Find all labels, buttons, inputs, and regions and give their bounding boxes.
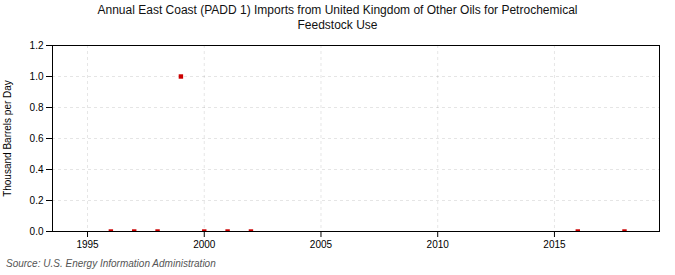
svg-text:0.8: 0.8 [30,102,44,113]
svg-text:2010: 2010 [427,239,450,250]
svg-text:1995: 1995 [76,239,99,250]
html-text:Source: U.S. Energy Informatio: Source: U.S. Energy Information Administ… [6,258,216,269]
svg-text:1.2: 1.2 [30,40,44,51]
html-text:Annual East Coast (PADD 1) Imp: Annual East Coast (PADD 1) Imports from … [97,3,578,32]
svg-text:0.2: 0.2 [30,195,44,206]
svg-text:2005: 2005 [310,239,333,250]
svg-text:1.0: 1.0 [30,71,44,82]
svg-text:Thousand Barrels per Day: Thousand Barrels per Day [2,80,13,197]
svg-text:2000: 2000 [193,239,216,250]
svg-text:0.4: 0.4 [30,164,44,175]
svg-text:0.6: 0.6 [30,133,44,144]
svg-text:0.0: 0.0 [30,226,44,237]
svg-text:2015: 2015 [543,239,566,250]
